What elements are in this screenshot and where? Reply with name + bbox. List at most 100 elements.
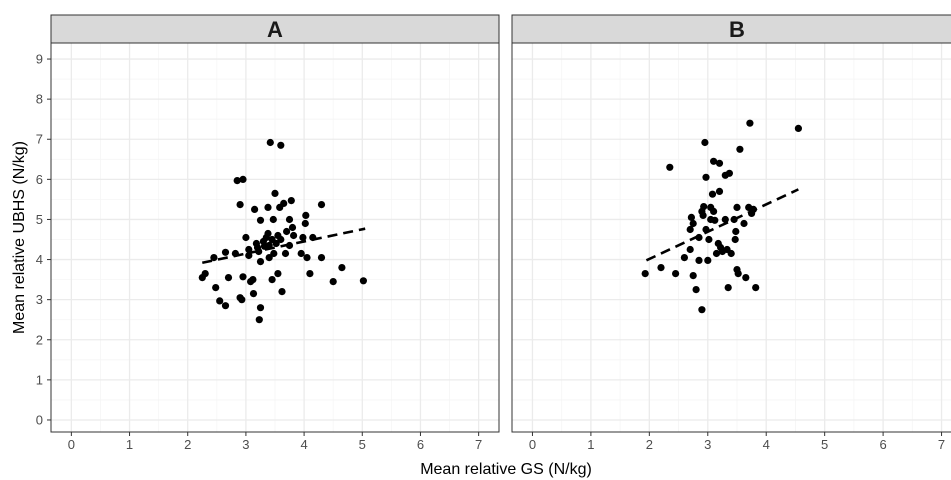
data-point: [734, 270, 742, 278]
data-point: [733, 203, 741, 211]
data-point: [212, 284, 220, 292]
data-point: [692, 286, 700, 294]
data-point: [698, 306, 706, 314]
y-tick-label: 9: [36, 52, 43, 67]
data-point: [249, 276, 257, 284]
data-point: [297, 249, 305, 258]
plot-a-grid: [51, 43, 499, 432]
y-axis: 0 1 2 3 4 5 6 7 8 9: [36, 52, 51, 427]
data-point: [687, 213, 696, 221]
y-tick-label: 0: [36, 412, 43, 427]
x-tick-label: 0: [529, 437, 536, 452]
data-point: [256, 216, 265, 224]
data-point: [221, 302, 230, 310]
data-point: [686, 245, 694, 254]
data-point: [299, 233, 307, 242]
data-point: [359, 277, 367, 285]
y-axis-title: Mean relative UBHS (N/kg): [11, 141, 28, 334]
x-axis-title: Mean relative GS (N/kg): [420, 461, 592, 478]
plot-a-x-axis: 0 1 2 3 4 5 6 7: [68, 432, 482, 452]
data-point: [269, 215, 277, 224]
data-point: [740, 219, 748, 228]
data-point: [686, 225, 694, 234]
data-point: [689, 219, 697, 228]
x-tick-label: 2: [646, 437, 653, 452]
plot-b-x-axis: 0 1 2 3 4 5 6 7: [529, 432, 945, 452]
data-point: [221, 248, 230, 256]
x-tick-label: 0: [68, 437, 75, 452]
data-point: [725, 169, 734, 177]
data-point: [317, 254, 326, 262]
plot-a-marks: [198, 138, 367, 324]
y-tick-label: 3: [36, 292, 43, 307]
data-point: [712, 249, 721, 258]
data-point: [689, 272, 697, 280]
data-point: [278, 288, 286, 296]
data-point: [699, 211, 707, 219]
y-tick-label: 8: [36, 92, 43, 107]
data-point: [224, 274, 233, 282]
data-point: [216, 297, 224, 305]
data-point: [265, 254, 273, 262]
data-point: [715, 187, 724, 195]
data-point: [306, 270, 314, 278]
x-tick-label: 4: [300, 437, 307, 452]
data-point: [724, 284, 732, 292]
data-point: [746, 119, 754, 127]
data-point: [329, 278, 337, 286]
data-point: [283, 227, 291, 236]
data-point: [280, 199, 288, 207]
data-point: [239, 273, 247, 281]
trend-line: [202, 227, 366, 265]
data-point: [271, 189, 279, 197]
data-point: [238, 296, 246, 304]
data-point: [287, 197, 295, 205]
data-point: [251, 205, 259, 213]
data-point: [700, 203, 708, 211]
data-point: [277, 141, 285, 149]
x-tick-label: 1: [126, 437, 133, 452]
strip-b-background: [511, 14, 951, 44]
data-point: [274, 270, 282, 278]
data-point: [666, 163, 674, 171]
data-point: [641, 270, 649, 278]
data-point: [301, 219, 309, 228]
panel-b: B 0 1 2 3 4 5 6 7: [511, 14, 951, 452]
data-point: [201, 270, 209, 278]
y-tick-label: 7: [36, 132, 43, 147]
data-point: [701, 138, 709, 147]
x-tick-label: 6: [417, 437, 424, 452]
x-tick-label: 7: [938, 437, 945, 452]
data-point: [736, 145, 744, 153]
data-point: [288, 223, 297, 232]
data-point: [704, 256, 712, 264]
x-tick-label: 2: [184, 437, 191, 452]
data-point: [715, 159, 724, 167]
x-tick-label: 6: [879, 437, 886, 452]
y-tick-label: 5: [36, 212, 43, 227]
data-point: [727, 249, 735, 258]
data-point: [290, 231, 298, 240]
plot-b-grid: [512, 43, 951, 432]
plot-b-background: [512, 43, 951, 432]
data-point: [264, 229, 272, 238]
data-point: [256, 258, 265, 266]
data-point: [242, 233, 250, 242]
x-tick-label: 5: [359, 437, 366, 452]
data-point: [711, 216, 719, 224]
data-point: [210, 254, 218, 262]
data-point: [256, 304, 265, 312]
plot-b-border: [511, 42, 951, 433]
panel-a: A 0 1 2 3 4 5 6 7: [50, 14, 500, 452]
plot-a-border: [50, 42, 500, 433]
data-point: [285, 215, 294, 224]
data-point: [702, 173, 710, 181]
data-point: [281, 249, 290, 258]
data-point: [264, 203, 272, 211]
x-tick-label: 7: [475, 437, 482, 452]
data-point: [239, 175, 247, 183]
strip-b-label: B: [729, 17, 745, 42]
data-point: [233, 177, 241, 185]
data-point: [266, 138, 274, 147]
